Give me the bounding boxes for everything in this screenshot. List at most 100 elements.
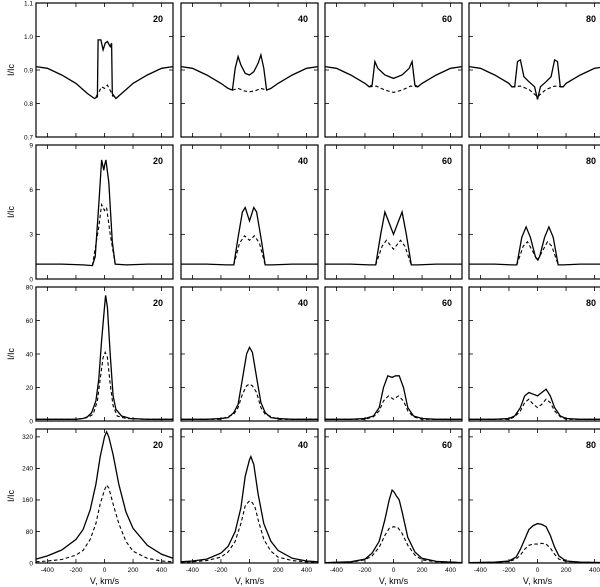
y-tick-label: 20 (26, 385, 34, 392)
y-tick-label: 0.8 (24, 101, 33, 108)
x-tick-label: 0 (248, 567, 252, 574)
x-tick-label: 200 (561, 567, 572, 574)
y-tick-label: 6 (29, 187, 33, 194)
panel-label: 60 (442, 14, 452, 24)
y-tick-label: 320 (22, 434, 33, 441)
panel-label: 20 (153, 14, 163, 24)
panel-label: 40 (298, 298, 308, 308)
y-tick-label: 0 (29, 276, 33, 283)
x-tick-label: -200 (69, 567, 82, 574)
y-tick-label: 0.9 (24, 67, 33, 74)
x-tick-label: 400 (445, 567, 456, 574)
x-tick-label: 400 (156, 567, 167, 574)
solid-profile-line (469, 225, 600, 266)
x-tick-label: 400 (301, 567, 312, 574)
dashed-profile-line (181, 383, 318, 420)
dashed-profile-line (232, 87, 267, 93)
x-tick-label: -400 (330, 567, 343, 574)
y-tick-label: 160 (22, 497, 33, 504)
y-tick-label: 80 (26, 529, 34, 536)
solid-profile-line (180, 454, 319, 563)
solid-profile-line (325, 209, 462, 266)
panel-frame (468, 428, 600, 564)
x-tick-label: 200 (128, 567, 139, 574)
x-axis-label: V, km/s (90, 576, 120, 586)
solid-profile-line (324, 488, 463, 564)
solid-profile-line (469, 388, 600, 420)
x-tick-label: -200 (358, 567, 371, 574)
x-tick-label: -200 (214, 567, 227, 574)
dashed-profile-line (35, 483, 174, 563)
y-tick-label: 3 (29, 232, 33, 239)
x-tick-label: -400 (474, 567, 487, 574)
solid-profile-line (180, 52, 319, 92)
solid-profile-line (325, 374, 462, 420)
solid-profile-line (468, 522, 600, 564)
panel-label: 80 (586, 298, 596, 308)
panel-label: 40 (298, 14, 308, 24)
x-axis-label: V, km/s (235, 576, 265, 586)
solid-profile-line (324, 59, 463, 88)
y-axis-label: I/Ic (6, 64, 16, 77)
x-tick-label: 0 (536, 567, 540, 574)
panel-frame (468, 286, 600, 422)
panel-label: 20 (153, 156, 163, 166)
panel-label: 40 (298, 156, 308, 166)
solid-profile-line (35, 39, 174, 100)
dashed-profile-line (369, 85, 418, 93)
panel-label: 20 (153, 298, 163, 308)
panel-frame (468, 2, 600, 138)
x-axis-label: V, km/s (379, 576, 409, 586)
x-tick-label: 200 (273, 567, 284, 574)
dashed-profile-line (325, 395, 462, 420)
dashed-profile-line (180, 499, 319, 563)
y-tick-label: 1.0 (24, 34, 33, 41)
x-axis-label: V, km/s (523, 576, 553, 586)
x-tick-label: 400 (589, 567, 600, 574)
solid-profile-line (468, 58, 600, 100)
panel-label: 20 (153, 440, 163, 450)
panel-label: 80 (586, 156, 596, 166)
solid-profile-line (181, 345, 318, 420)
y-tick-label: 0.7 (24, 134, 33, 141)
x-tick-label: -200 (502, 567, 515, 574)
dashed-profile-line (91, 202, 116, 266)
y-tick-label: 80 (26, 284, 34, 291)
y-tick-label: 40 (26, 351, 34, 358)
y-tick-label: 60 (26, 318, 34, 325)
y-axis-label: I/Ic (6, 206, 16, 219)
y-tick-label: 0 (29, 560, 33, 567)
panel-label: 60 (442, 298, 452, 308)
dashed-profile-line (469, 398, 600, 420)
y-axis-label: I/Ic (6, 490, 16, 503)
panel-frame (468, 144, 600, 280)
x-tick-label: 200 (417, 567, 428, 574)
solid-profile-line (181, 205, 318, 266)
y-tick-label: 0 (29, 418, 33, 425)
dashed-profile-line (375, 239, 412, 266)
panel-label: 80 (586, 440, 596, 450)
dashed-profile-line (324, 526, 463, 564)
y-tick-label: 240 (22, 466, 33, 473)
dashed-profile-line (233, 234, 266, 266)
dashed-profile-line (468, 542, 600, 564)
x-tick-label: -400 (186, 567, 199, 574)
panel-label: 40 (298, 440, 308, 450)
panel-label: 60 (442, 156, 452, 166)
y-axis-label: I/Ic (6, 348, 16, 361)
x-tick-label: -400 (41, 567, 54, 574)
dashed-profile-line (95, 84, 114, 98)
panel-label: 80 (586, 14, 596, 24)
y-tick-label: 1.1 (24, 0, 33, 7)
panel-label: 60 (442, 440, 452, 450)
dashed-profile-line (36, 350, 173, 420)
solid-profile-line (36, 159, 173, 267)
solid-profile-line (36, 295, 173, 420)
dashed-profile-line (516, 240, 559, 266)
x-tick-label: 0 (392, 567, 396, 574)
x-tick-label: 0 (103, 567, 107, 574)
solid-profile-line (35, 430, 174, 560)
y-tick-label: 9 (29, 142, 33, 149)
dashed-profile-line (511, 85, 564, 98)
